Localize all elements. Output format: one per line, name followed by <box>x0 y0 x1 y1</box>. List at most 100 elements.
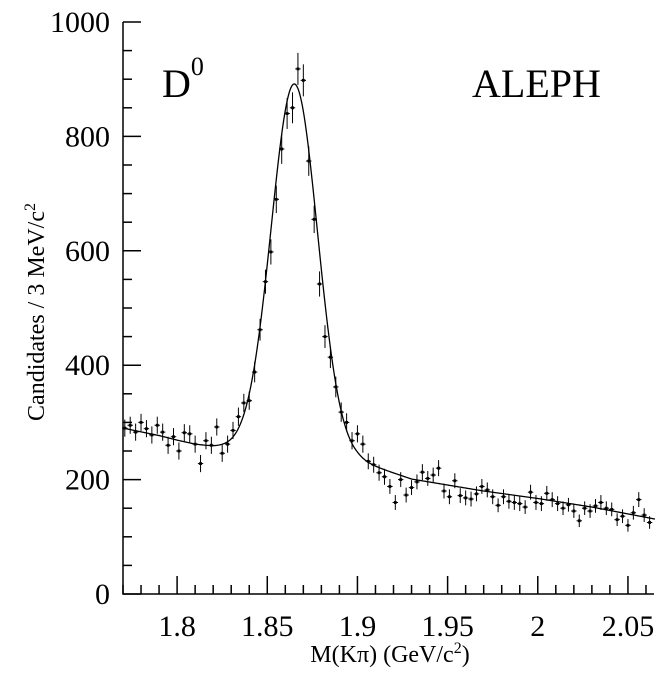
data-point <box>446 489 453 505</box>
data-point <box>598 495 604 510</box>
axes-layer <box>122 22 654 595</box>
data-point <box>571 504 577 518</box>
data-point <box>257 318 263 341</box>
data-point <box>630 505 637 520</box>
y-tick-label: 800 <box>65 120 110 153</box>
data-point <box>479 479 485 494</box>
data-point <box>197 455 204 473</box>
fit-curve-layer <box>122 83 655 520</box>
data-point <box>214 418 220 436</box>
x-tick-label: 1.9 <box>339 610 377 643</box>
data-point <box>132 423 139 441</box>
data-point <box>435 460 442 477</box>
y-tick-label: 200 <box>65 464 110 497</box>
data-point <box>127 416 133 434</box>
data-point <box>495 498 501 513</box>
data-point <box>522 500 528 514</box>
data-point <box>392 495 399 510</box>
data-point <box>544 485 550 501</box>
data-point <box>370 456 377 473</box>
data-point <box>619 509 626 524</box>
data-point <box>278 134 285 164</box>
data-point <box>538 496 545 512</box>
data-point <box>592 499 599 513</box>
data-point <box>268 239 274 265</box>
data-point <box>208 436 215 454</box>
data-point <box>273 185 279 214</box>
data-point <box>322 325 328 349</box>
data-point <box>457 488 463 504</box>
data-point <box>408 480 415 496</box>
data-point <box>425 471 431 486</box>
data-point <box>430 467 436 483</box>
data-point <box>560 501 566 516</box>
data-point <box>224 435 231 453</box>
y-tick-label: 1000 <box>50 6 110 39</box>
data-point <box>636 492 642 508</box>
data-point <box>603 501 610 516</box>
data-point <box>533 495 539 510</box>
data-point <box>354 425 361 443</box>
y-tick-label: 0 <box>95 578 110 611</box>
data-point <box>251 361 258 383</box>
data-points-layer <box>122 52 653 532</box>
y-tick-label: 400 <box>65 349 110 382</box>
y-axis-label: Candidates / 3 MeV/c2 <box>22 203 50 421</box>
y-tick-label: 600 <box>65 235 110 268</box>
data-point <box>641 508 647 522</box>
data-point <box>511 495 518 510</box>
data-point <box>203 432 209 450</box>
data-point <box>316 271 323 297</box>
data-point <box>462 490 469 506</box>
experiment-label: ALEPH <box>472 61 601 106</box>
x-tick-label: 1.95 <box>421 610 474 643</box>
x-tick-label: 1.8 <box>158 610 196 643</box>
data-point <box>581 501 588 516</box>
data-point <box>452 473 458 489</box>
data-point <box>219 444 225 462</box>
data-point <box>241 393 247 413</box>
data-point <box>473 486 480 502</box>
data-point <box>646 516 653 529</box>
data-point <box>506 493 512 509</box>
data-point <box>349 432 355 450</box>
data-point <box>609 502 615 517</box>
data-point <box>289 92 296 124</box>
data-point <box>625 519 631 532</box>
data-point <box>192 435 198 453</box>
data-point <box>484 482 490 498</box>
particle-label: D0 <box>162 52 204 106</box>
data-point <box>176 442 182 460</box>
data-point <box>338 402 344 422</box>
data-point <box>468 491 474 507</box>
axis-lines <box>122 22 654 595</box>
data-point <box>327 346 334 369</box>
data-point <box>246 391 252 410</box>
data-point <box>614 513 620 526</box>
data-point <box>419 464 426 481</box>
data-point <box>343 413 350 432</box>
ticks-layer: 1.8 1.85 1.9 1.95 2 2.05 0 200 400 600 800 1000 <box>50 6 654 643</box>
data-point <box>306 146 312 176</box>
data-point <box>387 479 393 494</box>
data-point <box>403 487 409 503</box>
data-point <box>181 424 188 442</box>
data-point <box>527 484 534 500</box>
data-point <box>441 483 447 499</box>
x-tick-label: 1.85 <box>241 610 294 643</box>
data-point <box>554 496 561 512</box>
data-point <box>517 496 523 512</box>
x-tick-label: 2.05 <box>602 610 655 643</box>
data-point <box>360 435 366 453</box>
data-point <box>333 376 339 398</box>
data-point <box>154 416 160 434</box>
data-point <box>365 453 371 470</box>
data-point <box>549 492 555 508</box>
data-point <box>576 514 582 528</box>
data-point <box>376 464 382 481</box>
data-point <box>149 426 155 444</box>
data-point <box>143 420 150 438</box>
data-point <box>170 428 177 446</box>
fit-curve <box>122 83 655 520</box>
